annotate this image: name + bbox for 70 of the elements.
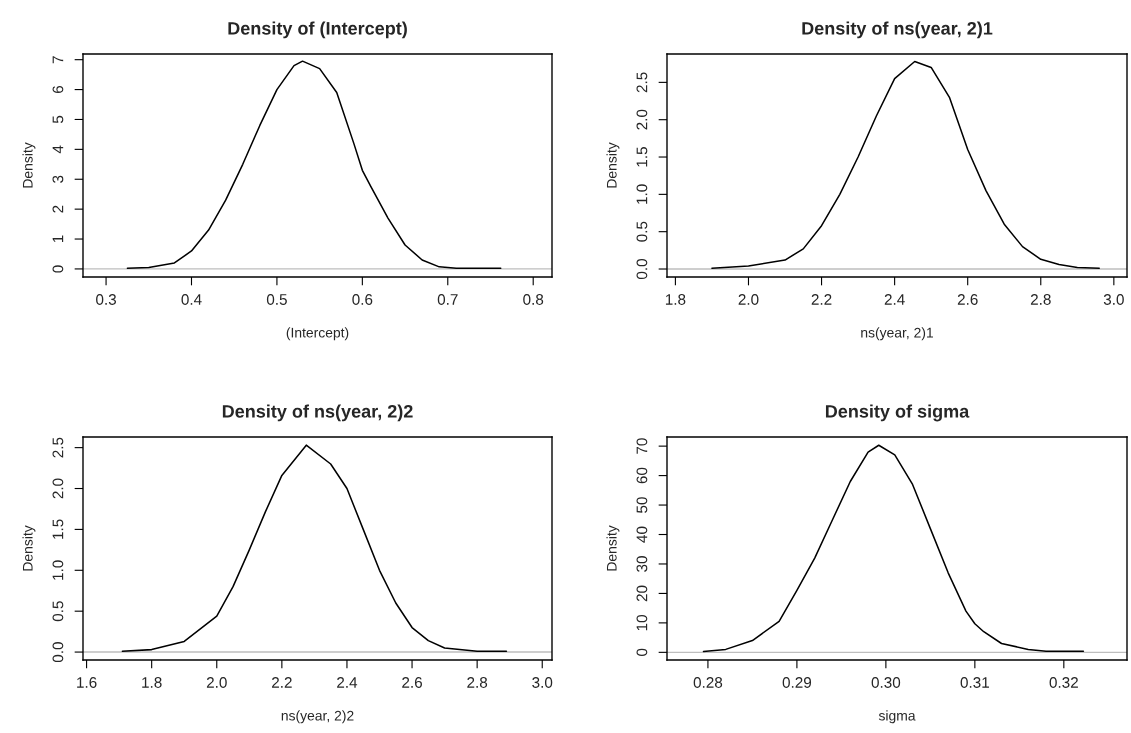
x-tick-label: 0.3	[96, 294, 117, 305]
y-tick-label: 10	[636, 614, 648, 631]
y-axis-title: Density	[606, 142, 620, 188]
x-axis-title: ns(year, 2)2	[281, 710, 354, 724]
y-axis-title: Density	[22, 142, 36, 188]
y-tick-label: 3	[52, 175, 64, 183]
x-tick-label: 0.29	[782, 677, 812, 688]
x-tick-label: 3.0	[532, 677, 553, 688]
y-tick-label: 2.5	[636, 72, 648, 93]
x-tick-label: 0.28	[693, 677, 723, 688]
y-tick-label: 6	[52, 86, 64, 94]
x-tick-label: 0.30	[871, 677, 901, 688]
y-tick-label: 1.5	[636, 147, 648, 167]
y-tick-label: 4	[52, 145, 64, 154]
chart-title: Density of sigma	[825, 404, 970, 422]
y-tick-label: 1	[52, 235, 64, 243]
x-tick-label: 0.7	[437, 294, 458, 305]
x-tick-label: 2.4	[884, 294, 905, 305]
y-tick-label: 1.5	[52, 519, 64, 539]
y-tick-label: 20	[636, 585, 648, 602]
x-tick-label: 2.2	[272, 677, 292, 688]
y-axis-title: Density	[22, 525, 36, 571]
x-tick-label: 2.8	[1030, 294, 1051, 305]
x-tick-label: 2.2	[811, 294, 832, 305]
line-series	[121, 444, 508, 653]
y-tick-label: 2	[52, 205, 64, 213]
x-tick-label: 0.32	[1049, 677, 1078, 688]
y-tick-label: 2.5	[52, 437, 64, 458]
y-tick-label: 0.0	[52, 642, 64, 663]
x-tick-label: 2.8	[467, 677, 488, 688]
x-tick-label: 3.0	[1103, 294, 1124, 305]
x-tick-label: 2.4	[337, 677, 358, 688]
y-tick-label: 2.0	[636, 109, 648, 130]
x-tick-label: 2.6	[957, 294, 978, 305]
x-axis-title: ns(year, 2)1	[861, 327, 933, 341]
y-axis-title: Density	[606, 525, 620, 571]
x-tick-label: 1.8	[665, 294, 686, 305]
y-tick-label: 1.0	[52, 560, 64, 580]
x-tick-label: 1.6	[77, 677, 97, 688]
y-tick-label: 1.0	[636, 184, 648, 204]
line-series	[126, 60, 502, 270]
y-tick-label: 70	[636, 438, 648, 454]
x-tick-label: 0.6	[352, 294, 373, 305]
y-tick-label: 0.0	[636, 258, 648, 280]
y-tick-label: 2.0	[52, 478, 64, 499]
x-tick-label: 0.8	[523, 294, 544, 305]
x-tick-label: 0.4	[181, 294, 202, 305]
y-tick-label: 0.5	[52, 601, 64, 622]
x-tick-label: 0.5	[266, 294, 287, 305]
x-axis-title: sigma	[878, 710, 916, 724]
line-series	[702, 444, 1085, 653]
y-tick-label: 0	[636, 648, 648, 656]
y-tick-label: 0	[52, 265, 64, 273]
line-series	[711, 60, 1100, 270]
x-tick-label: 2.0	[206, 677, 227, 688]
x-tick-label: 2.0	[738, 294, 759, 305]
x-tick-label: 2.6	[402, 677, 422, 688]
chart-title: Density of ns(year, 2)1	[802, 21, 993, 39]
x-tick-label: 0.31	[960, 677, 989, 688]
chart-title: Density of ns(year, 2)2	[222, 404, 413, 422]
x-tick-label: 1.8	[142, 677, 162, 688]
y-tick-label: 30	[636, 556, 648, 572]
chart-title: Density of (Intercept)	[228, 21, 407, 39]
y-tick-label: 0.5	[636, 221, 648, 242]
y-tick-label: 5	[52, 115, 64, 124]
y-tick-label: 60	[636, 467, 648, 484]
y-tick-label: 7	[52, 56, 64, 64]
y-tick-label: 50	[636, 497, 648, 513]
x-axis-title: (Intercept)	[286, 327, 349, 341]
y-tick-label: 40	[636, 526, 648, 543]
